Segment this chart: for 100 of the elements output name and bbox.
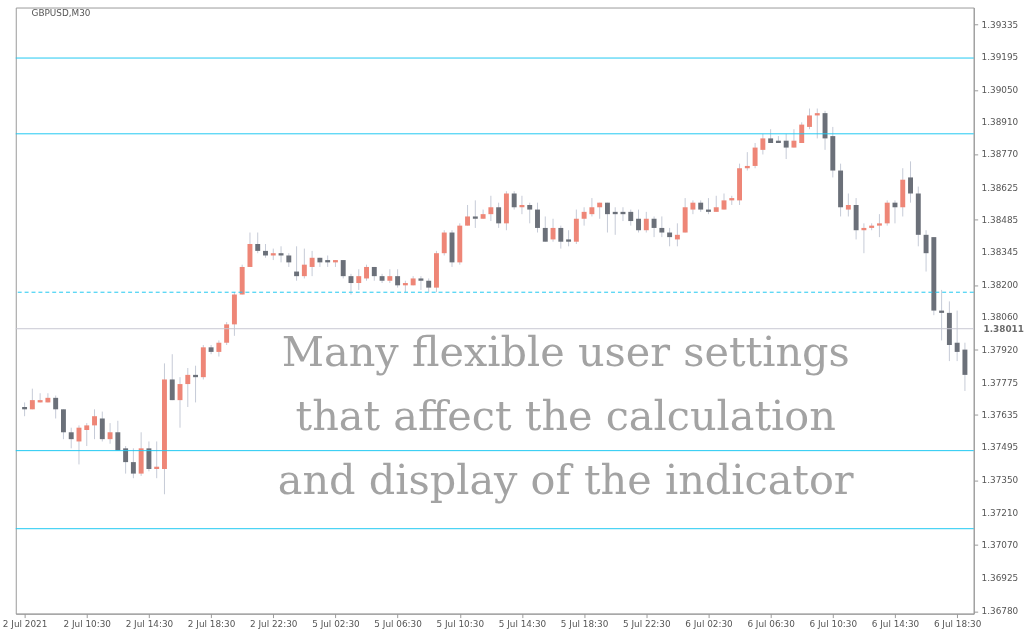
candlestick: [651, 215, 657, 238]
candlestick: [752, 142, 758, 169]
candlestick: [690, 199, 696, 215]
y-tick-label: 1.39050: [981, 85, 1019, 96]
y-tick-label: 1.39335: [981, 19, 1019, 30]
candlestick: [807, 108, 812, 130]
y-tick-label: 1.36780: [981, 606, 1019, 617]
y-tick-label: 1.37635: [981, 410, 1019, 421]
candlestick: [799, 121, 805, 144]
candlestick: [744, 151, 750, 172]
x-tick-label: 6 Jul 06:30: [747, 618, 796, 629]
candlestick: [908, 160, 913, 204]
candlestick: [123, 445, 129, 475]
candlestick: [612, 206, 618, 236]
annotation: and display of the indicator: [277, 456, 854, 505]
y-tick-label: 1.37495: [981, 442, 1019, 453]
candlestick: [760, 133, 766, 155]
candlestick: [472, 199, 478, 229]
candlestick: [511, 190, 517, 211]
candlestick: [558, 225, 564, 250]
ref-line-label: 1.38011: [983, 323, 1024, 334]
y-tick-label: 1.38625: [981, 182, 1019, 193]
candlestick: [107, 422, 113, 445]
candlestick: [573, 209, 579, 245]
candlestick: [193, 365, 199, 403]
x-tick-label: 5 Jul 14:30: [498, 618, 547, 629]
candlestick: [814, 108, 820, 139]
candlestick: [278, 245, 284, 263]
candlestick: [115, 420, 121, 452]
candlestick: [418, 275, 424, 291]
y-tick-label: 1.37775: [981, 377, 1019, 388]
annotation: Many flexible user settings: [281, 328, 850, 377]
x-tick-label: 2 Jul 14:30: [125, 618, 174, 629]
candlestick: [60, 408, 66, 440]
y-tick-label: 1.38200: [981, 280, 1019, 291]
candlestick: [37, 392, 43, 403]
y-tick-label: 1.39195: [981, 51, 1019, 62]
x-tick-label: 2 Jul 22:30: [250, 618, 298, 629]
candlestick: [53, 395, 59, 419]
x-tick-label: 5 Jul 22:30: [623, 618, 671, 629]
candlestick: [216, 339, 222, 357]
annotation: that affect the calculation: [295, 392, 836, 441]
candlestick: [861, 222, 867, 254]
candlestick: [130, 447, 136, 479]
candlestick: [340, 259, 346, 279]
candlestick: [535, 202, 540, 234]
x-tick-label: 5 Jul 02:30: [312, 618, 361, 629]
candlestick: [84, 422, 90, 447]
candlestick: [643, 211, 649, 234]
x-tick-label: 6 Jul 02:30: [685, 618, 734, 629]
y-tick-label: 1.38060: [981, 312, 1019, 323]
candlestick: [581, 206, 587, 227]
candlestick: [884, 199, 890, 227]
candlestick: [154, 440, 160, 479]
candlestick: [92, 408, 97, 440]
x-tick-label: 6 Jul 18:30: [933, 618, 982, 629]
candlestick: [146, 440, 152, 472]
candlestick: [550, 218, 556, 243]
candlestick: [68, 427, 74, 449]
y-tick-label: 1.37350: [981, 475, 1019, 486]
candlestick: [845, 193, 851, 217]
x-tick-label: 6 Jul 14:30: [871, 618, 920, 629]
y-tick-label: 1.37070: [981, 539, 1019, 550]
candlestick: [636, 209, 641, 234]
candlestick: [247, 232, 253, 268]
candlestick: [659, 215, 665, 238]
candlestick: [496, 202, 502, 229]
candlestick: [325, 254, 331, 268]
x-tick-label: 6 Jul 10:30: [809, 618, 858, 629]
y-tick-label: 1.36925: [981, 573, 1019, 584]
x-tick-label: 5 Jul 18:30: [560, 618, 609, 629]
candlestick: [604, 202, 610, 234]
y-tick-label: 1.38345: [981, 247, 1019, 257]
x-tick-label: 5 Jul 10:30: [436, 618, 485, 629]
candlestick: [519, 195, 525, 215]
candlestick: [356, 268, 362, 291]
candlestick: [488, 195, 494, 222]
candlestick: [876, 213, 882, 238]
candlestick: [527, 202, 533, 224]
candlestick: [465, 204, 471, 227]
candlestick: [783, 133, 789, 160]
candlestick: [169, 353, 175, 401]
candlestick: [441, 229, 447, 256]
candlestick: [791, 128, 797, 149]
candlestick: [542, 215, 548, 243]
candlestick: [255, 232, 261, 254]
y-tick-label: 1.38770: [981, 149, 1019, 160]
candlestick: [99, 411, 105, 442]
x-tick-label: 2 Jul 2021: [2, 618, 48, 629]
chart-title: GBPUSD,M30: [31, 8, 91, 19]
x-tick-label: 2 Jul 10:30: [63, 618, 112, 629]
x-tick-label: 5 Jul 06:30: [374, 618, 423, 629]
y-tick-label: 1.37920: [981, 344, 1019, 355]
candlestick: [589, 197, 595, 217]
y-tick-label: 1.38910: [981, 117, 1019, 128]
candlestick: [395, 268, 401, 289]
y-tick-label: 1.37210: [981, 507, 1019, 518]
y-tick-label: 1.38485: [981, 214, 1019, 225]
candlestick: [301, 248, 307, 279]
candlestick: [923, 229, 929, 273]
